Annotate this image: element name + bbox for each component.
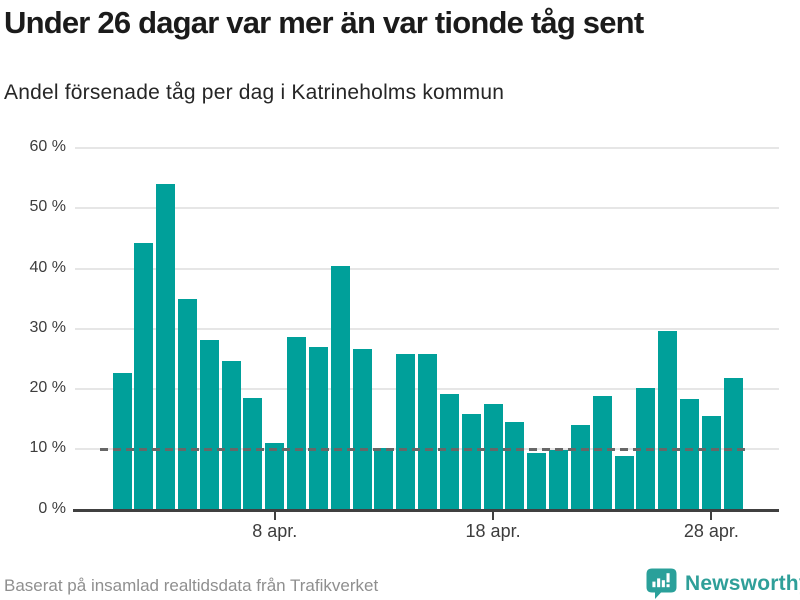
gridline-40	[75, 267, 779, 270]
brand-logo: Newsworthy	[646, 567, 800, 600]
bar-9apr	[287, 337, 307, 510]
bar-16apr	[439, 393, 459, 510]
bar-7apr	[243, 398, 263, 510]
x-axis-tick	[710, 512, 713, 520]
bar-2apr	[134, 242, 154, 510]
bar-4apr	[177, 299, 197, 510]
y-axis-tick-label: 20 %	[29, 379, 66, 397]
bar-20apr	[527, 453, 547, 510]
bar-23apr	[592, 395, 612, 510]
x-axis-tick	[492, 512, 495, 520]
bar-22apr	[570, 424, 590, 510]
bar-15apr	[418, 353, 438, 510]
bar-10apr	[308, 346, 328, 510]
gridline-50	[75, 207, 779, 210]
bar-18apr	[483, 403, 503, 510]
y-axis-tick-label: 30 %	[29, 318, 66, 336]
bar-26apr	[658, 331, 678, 510]
bar-19apr	[505, 421, 525, 510]
bar-28apr	[701, 415, 721, 510]
bar-29apr	[723, 378, 743, 510]
gridline-30	[75, 327, 779, 330]
chart-subtitle: Andel försenade tåg per dag i Katrinehol…	[4, 81, 505, 104]
reference-line-10-percent	[100, 447, 746, 451]
bar-27apr	[680, 398, 700, 510]
source-note: Baserat på insamlad realtidsdata från Tr…	[4, 576, 379, 595]
brand-name: Newsworthy	[685, 571, 800, 595]
bar-6apr	[221, 361, 241, 510]
y-axis-tick-label: 40 %	[29, 258, 66, 276]
y-axis-tick-label: 50 %	[29, 198, 66, 216]
x-axis-tick-label: 8 apr.	[252, 521, 298, 541]
bar-1apr	[112, 373, 132, 510]
chart-title: Under 26 dagar var mer än var tionde tåg…	[4, 5, 644, 40]
newsworthy-logo-icon	[646, 568, 677, 599]
x-axis-tick-label: 18 apr.	[465, 521, 521, 541]
bar-21apr	[549, 449, 569, 510]
bar-3apr	[156, 183, 176, 510]
bar-5apr	[199, 340, 219, 510]
bar-13apr	[374, 448, 394, 510]
y-axis-tick-label: 10 %	[29, 439, 66, 457]
y-axis-tick-label: 60 %	[29, 138, 66, 156]
bar-12apr	[352, 349, 372, 510]
bar-17apr	[461, 414, 481, 510]
y-axis-tick-label: 0 %	[38, 499, 66, 517]
bar-8apr	[265, 443, 285, 510]
bar-11apr	[330, 265, 350, 510]
bar-14apr	[396, 354, 416, 510]
x-axis-line	[73, 508, 779, 512]
x-axis-tick-label: 28 apr.	[683, 521, 739, 541]
bar-24apr	[614, 455, 634, 510]
gridline-60	[75, 147, 779, 150]
x-axis-tick	[273, 512, 276, 520]
